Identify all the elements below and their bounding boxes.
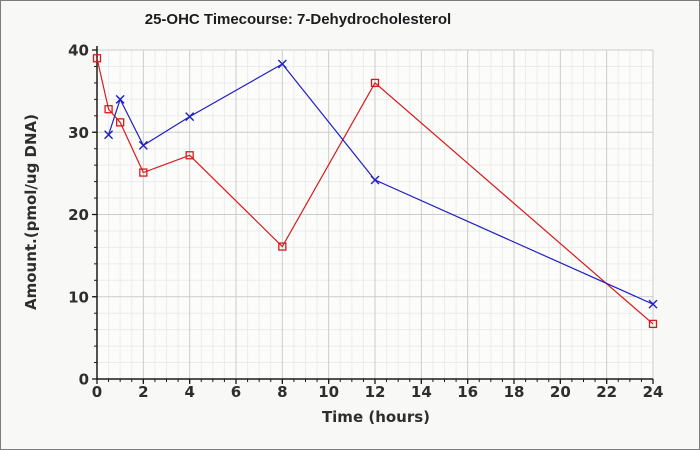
x-tick-label: 10 xyxy=(318,383,339,401)
marker-x-cross xyxy=(104,130,114,140)
marker-open-square xyxy=(92,54,102,63)
x-tick-label: 22 xyxy=(596,383,617,401)
marker-open-square xyxy=(104,105,113,114)
x-tick-label: 12 xyxy=(365,383,386,401)
y-tick-label: 20 xyxy=(68,206,89,224)
y-axis-label: Amount.(pmol/ug DNA) xyxy=(22,113,40,311)
marker-open-square xyxy=(116,118,125,127)
x-tick-label: 20 xyxy=(550,383,571,401)
marker-open-square xyxy=(370,78,380,88)
x-tick-label: 24 xyxy=(643,383,664,401)
y-tick-label: 0 xyxy=(79,371,89,389)
y-tick-label: 40 xyxy=(68,42,89,60)
marker-x-cross xyxy=(370,175,380,185)
marker-open-square xyxy=(139,168,148,177)
marker-x-cross xyxy=(185,112,195,122)
x-tick-label: 4 xyxy=(184,383,194,401)
x-tick-label: 6 xyxy=(231,383,241,401)
x-tick-label: 18 xyxy=(504,383,525,401)
marker-open-square xyxy=(648,319,658,329)
y-tick-label: 10 xyxy=(68,288,89,306)
marker-open-square xyxy=(185,151,194,160)
x-axis-label: Time (hours) xyxy=(321,408,431,426)
x-tick-label: 14 xyxy=(411,383,432,401)
chart-title: 25-OHC Timecourse: 7-Dehydrocholesterol xyxy=(144,11,452,28)
x-tick-label: 2 xyxy=(138,383,148,401)
y-tick-label: 30 xyxy=(68,124,89,142)
marker-x-cross xyxy=(115,94,125,104)
x-tick-label: 16 xyxy=(457,383,478,401)
x-tick-label: 0 xyxy=(92,383,102,401)
marker-open-square xyxy=(278,242,287,251)
marker-x-cross xyxy=(648,299,658,309)
marker-x-cross xyxy=(138,140,148,150)
series-red-squares-line xyxy=(96,58,654,325)
marker-x-cross xyxy=(277,59,287,69)
x-tick-label: 8 xyxy=(277,383,287,401)
